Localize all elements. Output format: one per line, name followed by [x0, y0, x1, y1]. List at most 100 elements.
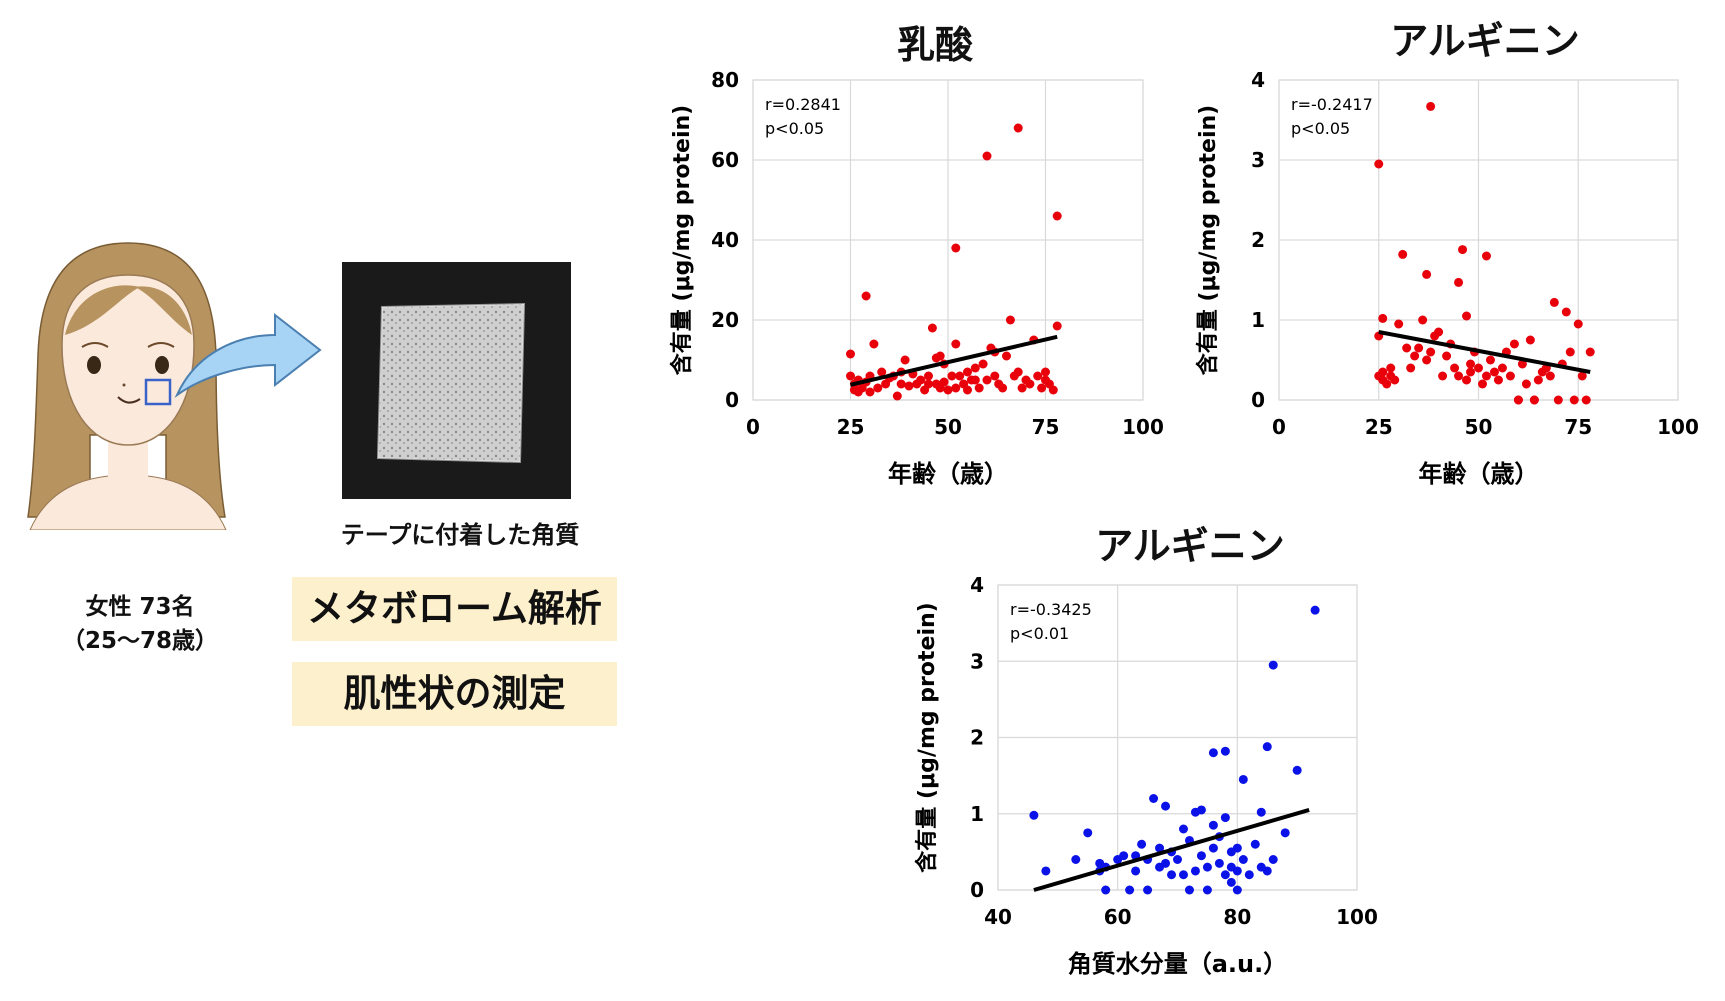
x-tick-label: 25: [1365, 415, 1393, 439]
data-point: [846, 349, 855, 359]
trendline: [850, 334, 1058, 387]
stat-annotation: r=-0.3425: [1010, 600, 1092, 619]
data-point: [1561, 307, 1571, 317]
data-point: [982, 151, 992, 161]
x-tick-label: 0: [746, 415, 760, 439]
data-point: [963, 367, 972, 377]
data-point: [974, 383, 984, 393]
data-point: [1131, 866, 1141, 876]
data-point: [865, 387, 875, 397]
data-point: [1250, 839, 1260, 849]
data-point: [1462, 311, 1472, 321]
data-point: [943, 385, 953, 395]
data-point: [1013, 367, 1023, 377]
data-point: [1083, 828, 1093, 838]
data-point: [1493, 375, 1503, 385]
data-point: [1238, 855, 1248, 864]
data-point: [1232, 843, 1242, 853]
plot-frame: [752, 79, 1144, 401]
data-point: [1220, 813, 1230, 823]
chart3-title: アルギニン: [1095, 524, 1285, 568]
x-tick-label: 25: [837, 415, 865, 439]
metabolome-badge: メタボローム解析: [292, 577, 617, 641]
data-point: [1474, 363, 1483, 373]
subject-info: 女性 73名 （25〜78歳）: [40, 590, 240, 658]
data-point: [1238, 774, 1248, 784]
data-point: [1125, 885, 1135, 895]
arginine-age-chart: 0 25 50 75 100 0 1 2 3 4 r=-0.2417 p<0.05 年齢（歳） 含有量 (…: [1195, 68, 1699, 488]
data-point: [970, 363, 980, 373]
data-point: [1048, 385, 1058, 395]
data-point: [1509, 339, 1519, 349]
data-point: [1422, 269, 1432, 279]
data-point: [1178, 824, 1188, 834]
data-point: [1149, 794, 1159, 803]
data-point: [1565, 347, 1575, 357]
data-point: [896, 379, 906, 389]
data-point: [1466, 367, 1476, 377]
data-point: [1025, 379, 1035, 389]
data-point: [1454, 371, 1464, 381]
data-point: [955, 371, 965, 381]
data-point: [869, 339, 879, 349]
y-tick-label: 2: [970, 726, 984, 750]
stat-annotation: r=-0.2417: [1291, 95, 1373, 114]
data-point: [1454, 277, 1464, 287]
data-point: [1037, 383, 1047, 393]
data-point: [1196, 851, 1206, 861]
stat-annotation: p<0.01: [1010, 624, 1069, 643]
y-axis-label: 含有量 (μg/mg protein): [1195, 105, 1221, 375]
data-point: [970, 375, 980, 385]
lactic-age-chart: 0 25 50 75 100 0 20 40 60 80 r=0.2841 p<0.05 年齢（歳） 含有…: [669, 68, 1164, 488]
data-point: [1167, 870, 1177, 880]
y-axis-label: 含有量 (μg/mg protein): [669, 105, 695, 375]
x-tick-label: 100: [1336, 905, 1378, 929]
data-point: [1005, 315, 1015, 325]
data-point: [1029, 810, 1039, 820]
stat-annotation: p<0.05: [765, 119, 824, 138]
data-point: [1220, 870, 1230, 880]
data-point: [873, 383, 883, 393]
x-tick-label: 100: [1122, 415, 1164, 439]
data-point: [1292, 765, 1302, 775]
data-point: [1533, 375, 1543, 385]
data-point: [1052, 211, 1062, 221]
chart2-title: アルギニン: [1390, 19, 1580, 63]
data-point: [951, 243, 961, 253]
data-point: [1374, 159, 1384, 169]
data-point: [1190, 866, 1200, 876]
data-point: [1505, 371, 1515, 381]
data-point: [978, 359, 988, 369]
data-point: [998, 383, 1008, 393]
data-point: [1569, 395, 1579, 405]
data-point: [861, 291, 871, 301]
data-point: [1573, 319, 1583, 329]
x-axis-label: 角質水分量（a.u.）: [1068, 950, 1288, 978]
data-point: [1545, 371, 1555, 381]
data-point: [1458, 245, 1468, 255]
x-tick-label: 40: [984, 905, 1012, 929]
data-point: [1220, 746, 1230, 756]
y-tick-label: 0: [970, 878, 984, 902]
y-tick-label: 0: [725, 388, 739, 412]
x-tick-label: 60: [1104, 905, 1132, 929]
data-point: [1268, 855, 1278, 864]
data-point: [1208, 820, 1218, 830]
plot-frame: [1278, 79, 1679, 401]
data-point: [900, 355, 910, 365]
data-point: [1173, 855, 1182, 864]
y-axis-label: 含有量 (μg/mg protein): [914, 602, 940, 872]
x-tick-label: 100: [1657, 415, 1699, 439]
data-point: [935, 383, 945, 393]
data-point: [1226, 877, 1236, 887]
data-point: [951, 383, 961, 393]
y-tick-label: 3: [970, 649, 984, 673]
data-point: [1161, 801, 1171, 811]
data-point: [1119, 851, 1129, 861]
data-point: [1398, 249, 1408, 259]
data-point: [1410, 351, 1420, 361]
data-point: [1529, 395, 1539, 405]
data-point: [1071, 855, 1081, 864]
arrow-icon: [174, 312, 322, 398]
data-point: [1256, 807, 1266, 817]
